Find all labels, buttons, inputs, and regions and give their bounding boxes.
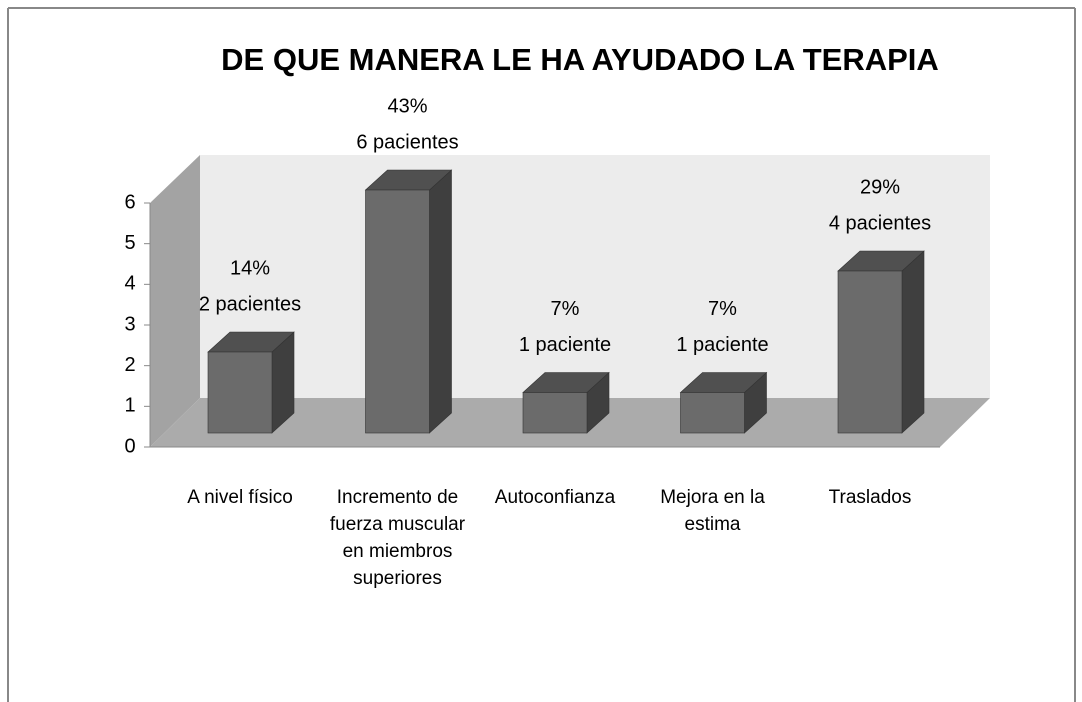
bar-side bbox=[901, 250, 925, 434]
data-label: 2 pacientes bbox=[199, 293, 301, 315]
x-tick-label: Incremento de fuerza muscular en miembro… bbox=[329, 487, 466, 589]
bar bbox=[207, 331, 295, 434]
bar bbox=[522, 371, 610, 434]
data-label: 1 paciente bbox=[519, 334, 611, 356]
bar bbox=[679, 371, 768, 434]
bar-front bbox=[365, 189, 430, 434]
x-tick-label: Mejora en la estima bbox=[660, 487, 765, 535]
percent-label: 43% bbox=[387, 95, 427, 117]
chart-title: DE QUE MANERA LE HA AYUDADO LA TERAPIA bbox=[221, 42, 939, 77]
x-tick-label-box: Autoconfianza bbox=[494, 487, 616, 508]
bar-front bbox=[522, 392, 588, 434]
percent-label: 14% bbox=[230, 257, 270, 279]
y-tick-label: 4 bbox=[124, 273, 135, 295]
percent-label: 7% bbox=[708, 298, 737, 320]
x-tick-label-box: Traslados bbox=[828, 487, 912, 508]
bar-front bbox=[207, 351, 273, 434]
x-tick-label-box: Mejora en la estima bbox=[660, 487, 765, 535]
x-tick-label: A nivel físico bbox=[187, 487, 293, 508]
bar bbox=[364, 169, 453, 434]
data-label: 6 pacientes bbox=[356, 131, 458, 153]
percent-label: 29% bbox=[860, 176, 900, 198]
x-tick-label: Traslados bbox=[828, 487, 912, 508]
y-tick-label: 6 bbox=[124, 191, 135, 213]
y-tick-label: 5 bbox=[124, 232, 135, 254]
y-tick-label: 2 bbox=[124, 354, 135, 376]
y-tick-label: 3 bbox=[124, 313, 135, 335]
y-tick-label: 1 bbox=[124, 395, 135, 417]
bar bbox=[837, 250, 925, 434]
y-tick-label: 0 bbox=[124, 435, 135, 457]
bar-front bbox=[837, 270, 903, 434]
x-tick-label-box: Incremento de fuerza muscular en miembro… bbox=[329, 487, 466, 589]
data-label: 1 paciente bbox=[676, 334, 768, 356]
x-tick-label-box: A nivel físico bbox=[187, 487, 293, 508]
x-tick-label: Autoconfianza bbox=[494, 487, 616, 508]
bar-front bbox=[680, 392, 745, 434]
percent-label: 7% bbox=[551, 298, 580, 320]
data-label: 4 pacientes bbox=[829, 212, 931, 234]
side-wall bbox=[150, 155, 200, 447]
bar-side bbox=[429, 169, 452, 434]
